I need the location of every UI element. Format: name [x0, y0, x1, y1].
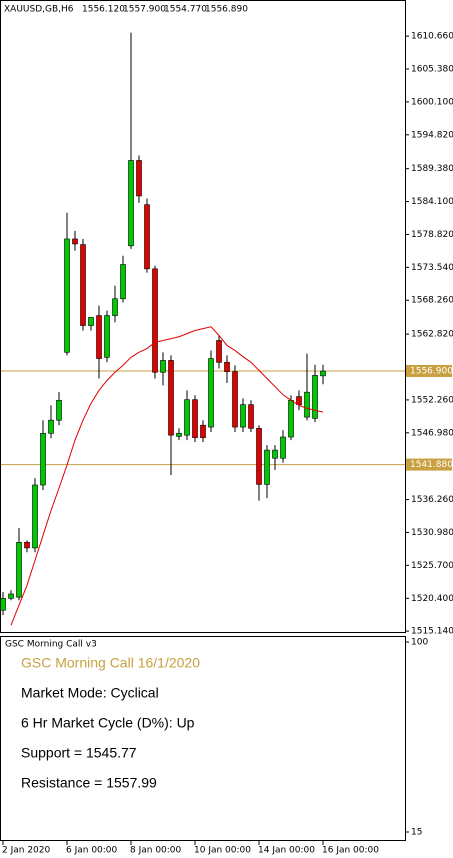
candle-body [16, 542, 22, 598]
candle-body [232, 371, 238, 428]
candle-body [48, 419, 54, 434]
candle-body [128, 160, 134, 247]
candle-body [280, 436, 286, 459]
level-label-box [406, 458, 452, 471]
y-tick-label: 1562.820 [411, 330, 453, 340]
x-tick-label: 6 Jan 00:00 [66, 846, 118, 856]
candle-body [0, 598, 6, 611]
candle-body [88, 317, 94, 326]
y-tick-label: 1605.380 [411, 65, 453, 75]
candle-body [24, 542, 30, 549]
header-value: 1556.890 [205, 5, 248, 15]
panel-heading: GSC Morning Call 16/1/2020 [21, 655, 200, 671]
y-tick-label: 1589.380 [411, 164, 453, 174]
candle-body [160, 360, 166, 373]
symbol: XAUUSD,GB,H6 [4, 5, 74, 15]
y-tick-label: 1600.100 [411, 97, 453, 107]
candle-body [32, 484, 38, 549]
candle-body [192, 399, 198, 438]
y-tick-label: 1610.660 [411, 32, 453, 42]
panel-y-tick-label: 15 [411, 828, 422, 838]
candle-body [104, 315, 110, 358]
y-tick-label: 1530.980 [411, 528, 453, 538]
candle-body [80, 244, 86, 326]
candle-body [288, 399, 294, 438]
candle-body [264, 449, 270, 485]
candle-body [152, 268, 158, 373]
candle-body [312, 375, 318, 419]
x-tick-label: 10 Jan 00:00 [194, 846, 251, 856]
candle-body [176, 432, 182, 437]
candle-body [8, 593, 14, 599]
candle-body [296, 396, 302, 405]
candle-body [112, 298, 118, 316]
candle-body [40, 432, 46, 486]
panel-line: Market Mode: Cyclical [21, 685, 159, 701]
x-tick-label: 14 Jan 00:00 [258, 846, 315, 856]
candle-body [240, 404, 246, 428]
panel-name: GSC Morning Call v3 [5, 640, 97, 650]
y-tick-label: 1584.100 [411, 197, 453, 207]
candle-body [224, 361, 230, 372]
main-frame [0, 0, 406, 633]
level-label-box [406, 365, 452, 378]
candle-body [304, 391, 310, 418]
x-tick-label: 2 Jan 2020 [2, 846, 50, 856]
y-tick-label: 1594.820 [411, 130, 453, 140]
y-tick-label: 1568.260 [411, 296, 453, 306]
panel-y-tick-label: 100 [411, 638, 428, 648]
candle-body [168, 360, 174, 436]
candle-body [120, 264, 126, 300]
candle-body [144, 204, 150, 270]
y-tick-label: 1520.400 [411, 594, 453, 604]
panel-frame [0, 636, 406, 841]
y-tick-label: 1546.980 [411, 428, 453, 438]
candle-body [320, 370, 326, 377]
candle-body [96, 315, 102, 359]
candle-body [272, 449, 278, 459]
moving-average [10, 326, 324, 626]
candle-body [72, 238, 78, 245]
panel-line: Resistance = 1557.99 [21, 775, 157, 791]
y-tick-label: 1515.140 [411, 627, 453, 637]
header-value: 1557.900 [123, 5, 166, 15]
candle-body [136, 160, 142, 197]
candle-body [248, 404, 254, 429]
level-label: 1556.900 [410, 367, 453, 377]
y-tick-label: 1552.260 [411, 395, 453, 405]
y-tick-label: 1525.700 [411, 561, 453, 571]
candle-body [208, 358, 214, 428]
candle-body [56, 399, 62, 421]
candle-body [216, 340, 222, 363]
header-value: 1554.770 [164, 5, 207, 15]
y-tick-label: 1578.820 [411, 230, 453, 240]
candle-body [184, 399, 190, 436]
candle-body [256, 428, 262, 485]
level-label: 1541.880 [410, 460, 453, 470]
x-tick-label: 8 Jan 00:00 [130, 846, 182, 856]
y-tick-label: 1573.540 [411, 263, 453, 273]
candle-body [200, 424, 206, 438]
panel-line: 6 Hr Market Cycle (D%): Up [21, 715, 195, 731]
candle-body [64, 238, 70, 353]
header-value: 1556.120 [82, 5, 125, 15]
y-tick-label: 1536.260 [411, 495, 453, 505]
x-tick-label: 16 Jan 00:00 [322, 846, 379, 856]
panel-line: Support = 1545.77 [21, 745, 137, 761]
